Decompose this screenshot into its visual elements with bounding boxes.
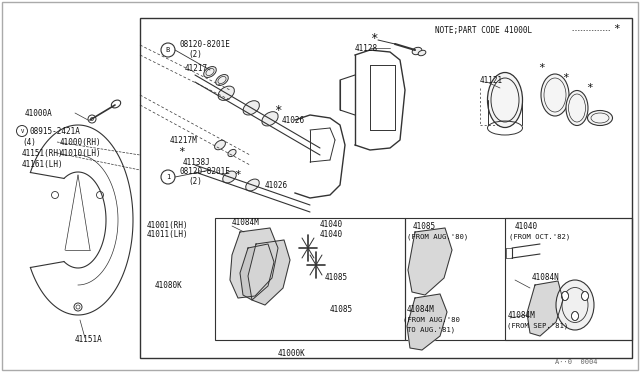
Text: (2): (2) bbox=[188, 49, 202, 58]
Text: 41040: 41040 bbox=[515, 221, 538, 231]
Text: (FROM OCT.'82): (FROM OCT.'82) bbox=[509, 234, 570, 240]
Ellipse shape bbox=[566, 90, 588, 125]
Ellipse shape bbox=[582, 292, 589, 301]
Text: 41085: 41085 bbox=[325, 273, 348, 282]
Ellipse shape bbox=[228, 150, 236, 157]
Text: *: * bbox=[562, 73, 569, 83]
Text: 41001(RH): 41001(RH) bbox=[147, 221, 189, 230]
Text: 41161(LH): 41161(LH) bbox=[22, 160, 63, 169]
Ellipse shape bbox=[216, 74, 228, 86]
Text: 08120-8201E: 08120-8201E bbox=[180, 167, 231, 176]
Text: 41085: 41085 bbox=[330, 305, 353, 314]
Text: A··0  0004: A··0 0004 bbox=[555, 359, 598, 365]
Text: 41085: 41085 bbox=[413, 221, 436, 231]
Text: V: V bbox=[20, 128, 24, 134]
Polygon shape bbox=[407, 294, 447, 350]
Polygon shape bbox=[527, 281, 563, 336]
Ellipse shape bbox=[561, 292, 568, 301]
Text: (4): (4) bbox=[22, 138, 36, 147]
Bar bbox=[215, 218, 405, 340]
Text: 41084M: 41084M bbox=[508, 311, 536, 321]
Bar bbox=[405, 218, 632, 340]
Text: 41080K: 41080K bbox=[155, 280, 183, 289]
Text: *: * bbox=[235, 170, 241, 180]
Text: TO AUG.'81): TO AUG.'81) bbox=[407, 327, 455, 333]
Text: 41138J: 41138J bbox=[183, 157, 211, 167]
Ellipse shape bbox=[204, 67, 216, 77]
Text: *: * bbox=[179, 147, 186, 157]
Polygon shape bbox=[240, 244, 274, 300]
Text: 41010(LH): 41010(LH) bbox=[60, 148, 102, 157]
Text: 41040: 41040 bbox=[320, 230, 343, 238]
Text: (FROM SEP.'81): (FROM SEP.'81) bbox=[507, 323, 568, 329]
Text: (2): (2) bbox=[188, 176, 202, 186]
Text: 41040: 41040 bbox=[320, 219, 343, 228]
Text: 41084N: 41084N bbox=[532, 273, 560, 282]
Ellipse shape bbox=[214, 140, 225, 150]
Ellipse shape bbox=[412, 47, 422, 55]
Text: *: * bbox=[613, 24, 620, 34]
Text: 41084M: 41084M bbox=[407, 305, 435, 314]
Ellipse shape bbox=[556, 280, 594, 330]
Text: 41151A: 41151A bbox=[75, 336, 103, 344]
Text: B: B bbox=[166, 47, 170, 53]
Ellipse shape bbox=[488, 73, 522, 128]
Ellipse shape bbox=[246, 179, 259, 191]
Ellipse shape bbox=[223, 171, 236, 183]
Ellipse shape bbox=[262, 112, 278, 126]
Bar bbox=[505, 218, 632, 340]
Text: 41000K: 41000K bbox=[278, 350, 306, 359]
Text: (FROM AUG.'80): (FROM AUG.'80) bbox=[407, 234, 468, 240]
Polygon shape bbox=[248, 240, 290, 305]
Text: 08120-8201E: 08120-8201E bbox=[180, 39, 231, 48]
Text: 41011(LH): 41011(LH) bbox=[147, 230, 189, 238]
Polygon shape bbox=[408, 228, 452, 295]
Text: 41128: 41128 bbox=[355, 44, 378, 52]
Text: (FROM AUG.'80: (FROM AUG.'80 bbox=[403, 317, 460, 323]
Text: 41026: 41026 bbox=[265, 180, 288, 189]
Text: 41000A: 41000A bbox=[25, 109, 52, 118]
Text: 41217M: 41217M bbox=[170, 135, 198, 144]
Text: 08915-2421A: 08915-2421A bbox=[29, 126, 80, 135]
Text: 41000(RH): 41000(RH) bbox=[60, 138, 102, 147]
Ellipse shape bbox=[218, 86, 234, 100]
Text: *: * bbox=[275, 103, 282, 116]
Text: 41217: 41217 bbox=[185, 64, 208, 73]
Text: *: * bbox=[370, 32, 378, 45]
Ellipse shape bbox=[541, 74, 569, 116]
Ellipse shape bbox=[243, 101, 259, 115]
Text: 41121: 41121 bbox=[480, 76, 503, 84]
Text: 41151(RH): 41151(RH) bbox=[22, 148, 63, 157]
Ellipse shape bbox=[572, 311, 579, 321]
Text: *: * bbox=[586, 83, 593, 93]
Text: 41026: 41026 bbox=[282, 115, 305, 125]
Text: NOTE;PART CODE 41000L: NOTE;PART CODE 41000L bbox=[435, 26, 532, 35]
Text: *: * bbox=[538, 63, 545, 73]
Bar bbox=[140, 18, 632, 358]
Text: 41084M: 41084M bbox=[232, 218, 260, 227]
Polygon shape bbox=[230, 228, 278, 298]
Ellipse shape bbox=[588, 110, 612, 125]
Ellipse shape bbox=[418, 50, 426, 56]
Text: 1: 1 bbox=[166, 174, 170, 180]
